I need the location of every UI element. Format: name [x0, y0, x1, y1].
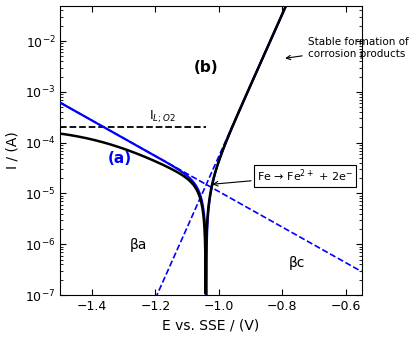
Text: βc: βc: [289, 257, 305, 270]
Text: Fe → Fe$^{2+}$ + 2e$^{-}$: Fe → Fe$^{2+}$ + 2e$^{-}$: [213, 168, 353, 186]
Text: (b): (b): [194, 59, 218, 75]
Y-axis label: I / (A): I / (A): [6, 131, 20, 169]
Text: (a): (a): [108, 151, 132, 166]
Text: I$_{L;O2}$: I$_{L;O2}$: [149, 108, 176, 125]
X-axis label: E vs. SSE / (V): E vs. SSE / (V): [162, 318, 260, 333]
Text: Stable formation of
corrosion products: Stable formation of corrosion products: [286, 37, 409, 59]
Text: βa: βa: [130, 238, 148, 252]
